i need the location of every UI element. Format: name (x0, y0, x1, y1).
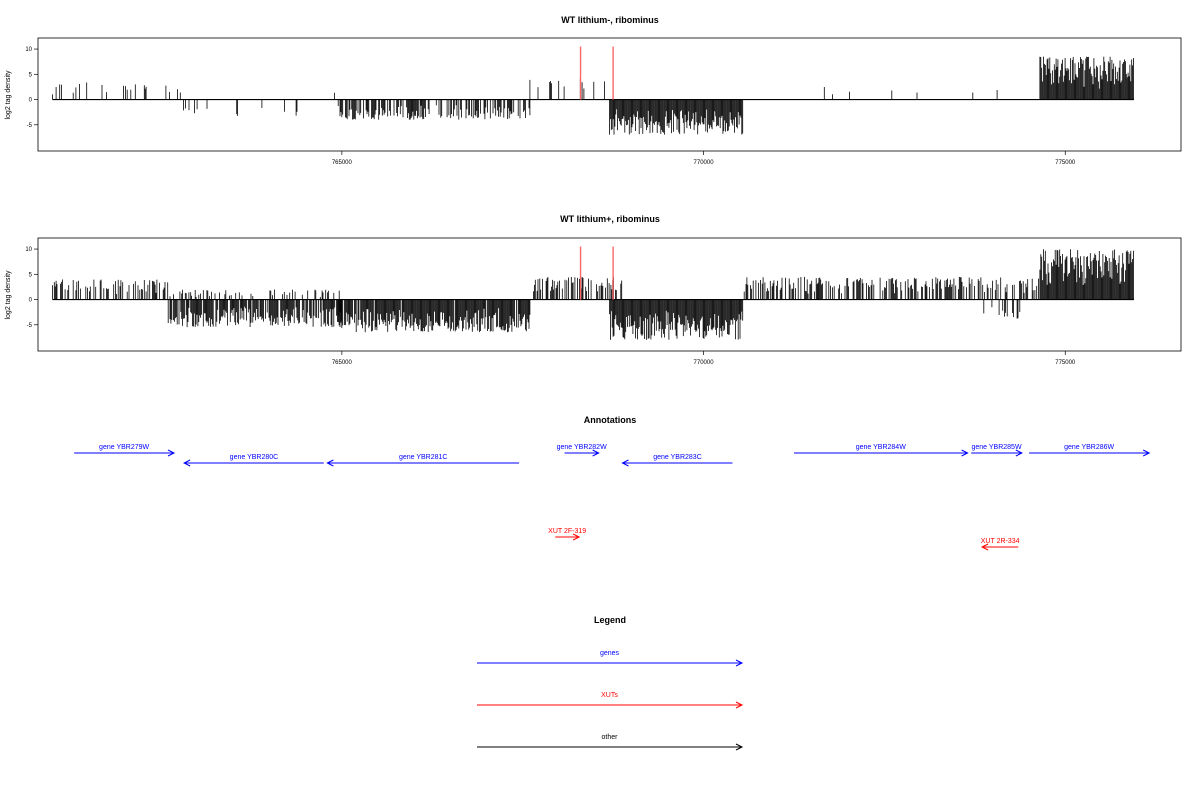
annotation-arrowhead (980, 543, 989, 551)
annotation-arrowhead (592, 449, 600, 457)
legend-item-genes: genes (477, 650, 744, 667)
annotation-gene-ybr285w[interactable]: gene YBR285W (971, 444, 1023, 457)
annotations-title: Annotations (584, 415, 637, 425)
y-tick-label: 10 (25, 247, 32, 253)
legend-item-other: other (477, 734, 744, 751)
legend-label: other (602, 734, 619, 741)
legend-label: genes (600, 650, 620, 657)
annotation-label: XUT 2R-334 (981, 538, 1020, 545)
density-panel-lithium-minus: WT lithium-, ribominus log2 tag density … (5, 15, 1182, 166)
annotation-label: gene YBR280C (230, 454, 279, 461)
legend-arrowhead (735, 659, 744, 667)
panel-title: WT lithium+, ribominus (560, 214, 660, 224)
density-bars (52, 56, 1134, 135)
y-axis-label: log2 tag density (5, 70, 12, 120)
y-tick-label: 0 (29, 298, 33, 304)
plot-area: -5 0 5 10 765000 770000 775000 (25, 46, 1134, 166)
legend-item-xuts: XUTs (477, 692, 744, 709)
annotation-label: gene YBR283C (653, 454, 702, 461)
annotation-arrowhead (1015, 449, 1023, 457)
annotation-gene-ybr284w[interactable]: gene YBR284W (793, 444, 969, 457)
x-tick-label: 775000 (1055, 360, 1076, 366)
y-axis-label: log2 tag density (5, 270, 12, 320)
annotation-label: gene YBR282W (557, 444, 607, 451)
annotation-label: gene YBR279W (99, 444, 149, 451)
density-bars (52, 249, 1134, 340)
y-tick-label: 10 (25, 47, 32, 53)
annotation-xut-2f-319[interactable]: XUT 2F-319 (548, 528, 586, 541)
plot-area: -5 0 5 10 765000 770000 775000 (25, 246, 1134, 366)
annotation-arrowhead (183, 459, 191, 467)
annotation-arrowhead (572, 533, 581, 541)
annotation-gene-ybr280c[interactable]: gene YBR280C (183, 454, 324, 467)
annotation-items: gene YBR279W gene YBR280C gene YBR281C gene… (74, 444, 1151, 551)
annotation-arrowhead (621, 459, 629, 467)
annotation-arrowhead (1142, 449, 1151, 457)
annotation-gene-ybr282w[interactable]: gene YBR282W (557, 444, 607, 457)
panel-title: WT lithium-, ribominus (561, 15, 659, 25)
annotation-arrowhead (167, 449, 176, 457)
x-tick-label: 765000 (332, 360, 353, 366)
y-tick-label: 5 (29, 272, 33, 278)
annotation-xut-2r-334[interactable]: XUT 2R-334 (980, 538, 1020, 551)
annotation-arrowhead (326, 459, 334, 467)
plot-frame (37, 37, 1182, 152)
legend-items: genes XUTs other (477, 650, 744, 751)
y-tick-label: 5 (29, 72, 33, 78)
y-tick-label: -5 (27, 123, 33, 129)
x-tick-label: 770000 (694, 360, 715, 366)
x-tick-label: 770000 (694, 160, 715, 166)
annotation-label: gene YBR284W (856, 444, 906, 451)
density-panel-lithium-plus: WT lithium+, ribominus log2 tag density … (5, 214, 1182, 366)
annotation-gene-ybr279w[interactable]: gene YBR279W (74, 444, 176, 457)
x-tick-label: 775000 (1055, 160, 1076, 166)
y-tick-label: 0 (29, 98, 33, 104)
legend-label: XUTs (601, 692, 618, 699)
legend: Legend genes XUTs other (477, 615, 744, 751)
annotation-label: XUT 2F-319 (548, 528, 586, 535)
annotation-gene-ybr283c[interactable]: gene YBR283C (621, 454, 733, 467)
annotation-label: gene YBR286W (1064, 444, 1114, 451)
annotation-label: gene YBR281C (399, 454, 448, 461)
annotation-arrowhead (961, 449, 969, 457)
legend-title: Legend (594, 615, 626, 625)
legend-arrowhead (735, 743, 744, 751)
x-tick-label: 765000 (332, 160, 353, 166)
annotation-gene-ybr286w[interactable]: gene YBR286W (1029, 444, 1151, 457)
legend-arrowhead (735, 701, 744, 709)
annotation-label: gene YBR285W (971, 444, 1021, 451)
y-tick-label: -5 (27, 323, 33, 329)
plot-frame (37, 237, 1182, 352)
annotation-gene-ybr281c[interactable]: gene YBR281C (326, 454, 520, 467)
